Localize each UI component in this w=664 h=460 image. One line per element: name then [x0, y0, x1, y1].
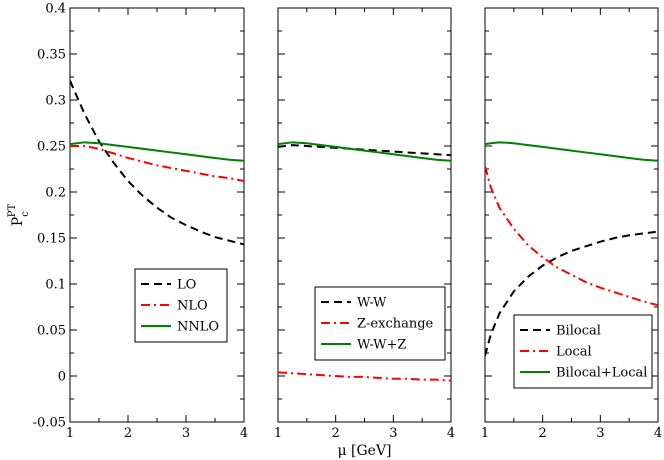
- y-tick-label: 0.25: [37, 140, 66, 155]
- x-tick-label: 2: [332, 426, 340, 441]
- legend-label: NNLO: [177, 320, 219, 335]
- y-tick-label: 0.35: [37, 48, 66, 63]
- legend-label: LO: [177, 278, 196, 293]
- series-line-bilocal: [485, 230, 658, 357]
- legend-box: [314, 286, 446, 361]
- y-tick-label: 0.15: [37, 232, 66, 247]
- legend-label: NLO: [177, 299, 208, 314]
- panel-left: -0.05 0 0.05 0.1 0.15 0.2 0.25 0.3 0.35 0.4 1 2 3 4 LO…: [33, 2, 248, 442]
- y-axis-title-sub: c: [20, 211, 31, 217]
- x-tick-label: 4: [240, 426, 248, 441]
- x-axis-title: μ [GeV]: [337, 443, 391, 459]
- y-axis-title-text: PcPT: [7, 203, 31, 226]
- x-tick-label: 4: [654, 426, 662, 441]
- series-line-z-exchange: [278, 371, 451, 382]
- x-tick-label: 2: [124, 426, 132, 441]
- y-axis-title-base: P: [10, 217, 26, 226]
- legend-label: Bilocal+Local: [556, 366, 647, 381]
- legend-label: Local: [556, 345, 592, 360]
- legend-label: W-W+Z: [357, 338, 406, 353]
- y-tick-label: 0.1: [45, 278, 66, 293]
- y-tick-label: 0.05: [37, 324, 66, 339]
- series-line-w-w-z: [278, 141, 451, 162]
- series-line-lo: [70, 80, 244, 246]
- y-axis-title: PcPT: [7, 203, 31, 226]
- legend: Bilocal Local Bilocal+Local: [513, 314, 653, 389]
- y-tick-label: -0.05: [33, 416, 66, 431]
- series-line-w-w: [278, 144, 451, 157]
- y-tick-label: 0.2: [45, 186, 66, 201]
- x-tick-label: 3: [596, 426, 604, 441]
- legend-label: Bilocal: [556, 324, 601, 339]
- y-tick-label: 0.3: [45, 94, 66, 109]
- series-line-nnlo: [70, 141, 244, 162]
- y-tick-label: 0: [58, 370, 66, 385]
- series-line-bilocal-local: [485, 141, 658, 162]
- series-line-local: [485, 165, 658, 307]
- panel-middle: 1 2 3 4 μ [GeV] W-W Z-exchange W-W+Z: [274, 7, 455, 459]
- x-tick-label: 4: [447, 426, 455, 441]
- legend-label: Z-exchange: [357, 317, 434, 332]
- legend-label: W-W: [357, 296, 387, 311]
- legend-box: [134, 268, 228, 343]
- series-line-nlo: [70, 145, 244, 182]
- legend: LO NLO NNLO: [134, 268, 228, 343]
- y-axis-title-sup: PT: [7, 203, 18, 217]
- x-tick-label: 3: [182, 426, 190, 441]
- x-tick-label: 1: [274, 426, 282, 441]
- x-tick-label: 1: [481, 426, 489, 441]
- x-tick-label: 3: [389, 426, 397, 441]
- legend-box: [513, 314, 653, 389]
- plot-frame: [69, 7, 245, 423]
- x-tick-label: 2: [539, 426, 547, 441]
- legend: W-W Z-exchange W-W+Z: [314, 286, 446, 361]
- y-tick-label: 0.4: [45, 2, 66, 17]
- panel-right: 1 2 3 4 Bilocal Local Bilocal+Local: [481, 7, 662, 441]
- x-tick-label: 1: [66, 426, 74, 441]
